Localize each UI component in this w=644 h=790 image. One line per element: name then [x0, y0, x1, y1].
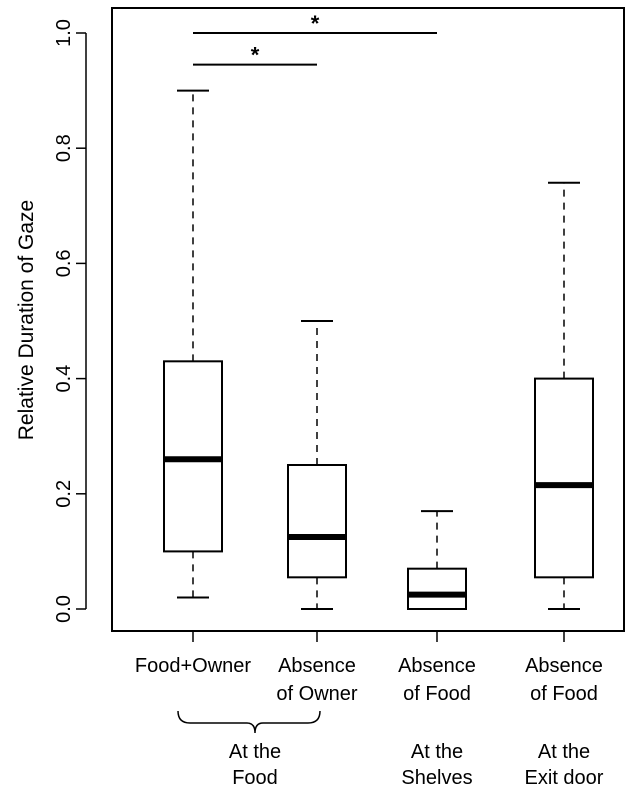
box-group	[534, 181, 594, 610]
x-category-label: of Food	[403, 683, 471, 705]
boxes-layer	[163, 89, 594, 610]
group-label: At the	[411, 741, 463, 763]
box-group	[407, 510, 467, 610]
x-axis-labels: Food+Owner Absence of Owner Absence of Food A…	[135, 630, 603, 705]
iqr-box	[534, 377, 594, 579]
group-labels: At the Food At the Shelves At the Exit door	[177, 710, 604, 789]
x-category-label: Absence	[278, 655, 356, 677]
box-group	[163, 89, 223, 599]
y-tick-label: 0.8	[53, 134, 75, 162]
y-tick-label: 0.6	[53, 249, 75, 277]
y-axis: 0.0 0.2 0.4 0.6 0.8 1.0	[53, 19, 87, 623]
y-tick-label: 0.4	[53, 365, 75, 393]
y-tick-label: 1.0	[53, 19, 75, 47]
significance-layer: **	[193, 11, 437, 68]
group-brace	[177, 710, 321, 734]
group-label: Food	[232, 767, 278, 789]
x-category-label: of Food	[530, 683, 598, 705]
y-axis-label: Relative Duration of Gaze	[15, 200, 38, 440]
x-category-label: of Owner	[276, 683, 357, 705]
significance-star: *	[311, 11, 320, 36]
group-label: At the	[538, 741, 590, 763]
group-label: At the	[229, 741, 281, 763]
x-category-label: Food+Owner	[135, 655, 252, 677]
box-group	[287, 320, 347, 610]
x-category-label: Absence	[398, 655, 476, 677]
iqr-box	[407, 567, 467, 610]
x-category-label: Absence	[525, 655, 603, 677]
y-tick-label: 0.0	[53, 595, 75, 623]
group-label: Shelves	[401, 767, 472, 789]
iqr-box	[287, 464, 347, 579]
group-label: Exit door	[525, 767, 604, 789]
y-tick-label: 0.2	[53, 480, 75, 508]
significance-star: *	[251, 43, 260, 68]
